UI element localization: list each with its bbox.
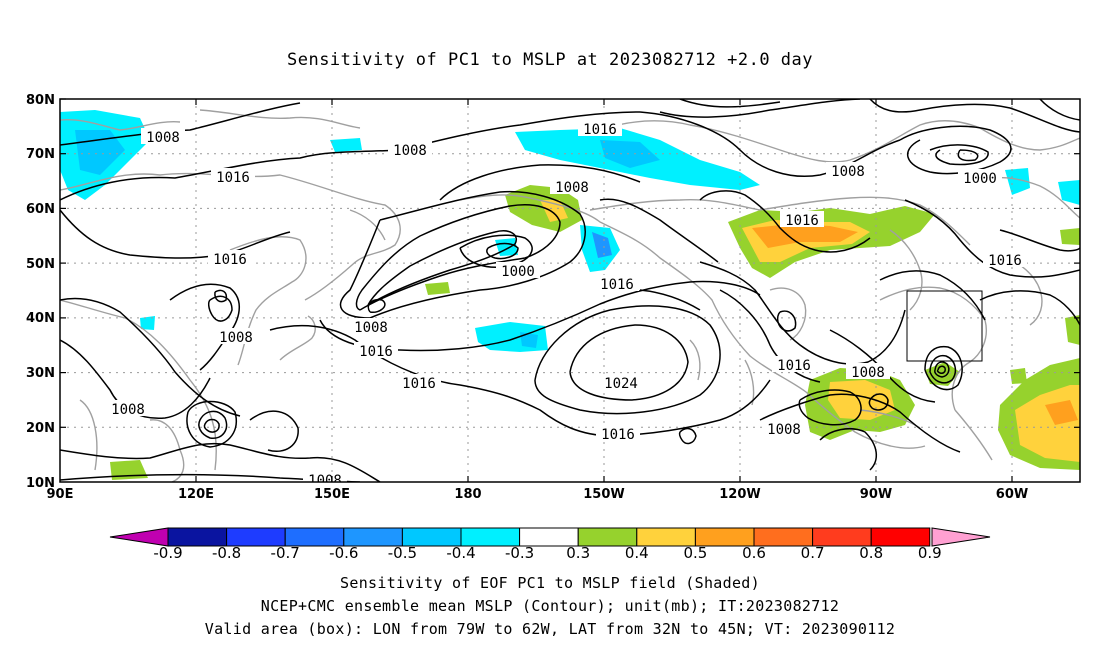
colorbar: -0.9 -0.8 -0.7 -0.6 -0.5 -0.4 -0.3 0.3 0.4 0.5 0.6… bbox=[109, 527, 991, 562]
contour-label: 1008 bbox=[555, 180, 589, 196]
caption-line-2: NCEP+CMC ensemble mean MSLP (Contour); u… bbox=[260, 597, 840, 615]
colorbar-label: -0.8 bbox=[212, 544, 241, 562]
contour-label: 1008 bbox=[111, 402, 145, 418]
valid-area-box bbox=[906, 290, 983, 362]
contour-label: 1016 bbox=[213, 252, 247, 268]
colorbar-label: 0.4 bbox=[625, 544, 649, 562]
colorbar-cells bbox=[167, 527, 931, 547]
lon-label-90e: 90E bbox=[47, 487, 74, 502]
colorbar-label: 0.3 bbox=[566, 544, 590, 562]
contour-label: 1016 bbox=[583, 122, 617, 138]
contour-labels: 1008 1008 1016 1016 1008 1000 1008 1016 … bbox=[106, 120, 1027, 489]
contour-label: 1016 bbox=[359, 344, 393, 360]
lon-label-150e: 150E bbox=[314, 487, 350, 502]
contour-label: 1016 bbox=[216, 170, 250, 186]
coastlines bbox=[60, 109, 1080, 482]
colorbar-label: -0.5 bbox=[388, 544, 417, 562]
lon-label-150w: 150W bbox=[583, 487, 624, 502]
colorbar-label: -0.7 bbox=[271, 544, 300, 562]
lat-label-40n: 40N bbox=[26, 311, 55, 326]
contour-label: 1016 bbox=[777, 358, 811, 374]
caption-line-1: Sensitivity of EOF PC1 to MSLP field (Sh… bbox=[340, 574, 760, 592]
contour-label: 1000 bbox=[963, 171, 997, 187]
contour-label: 1008 bbox=[767, 422, 801, 438]
contour-label: 1008 bbox=[354, 320, 388, 336]
contour-label: 1000 bbox=[501, 264, 535, 280]
contour-label: 1016 bbox=[785, 213, 819, 229]
lon-label-120w: 120W bbox=[719, 487, 760, 502]
contour-label: 1008 bbox=[393, 143, 427, 159]
longitude-labels: 90E 120E 150E 180 150W 120W 90W 60W bbox=[47, 487, 1029, 502]
contour-label: 1008 bbox=[831, 164, 865, 180]
lon-label-180: 180 bbox=[454, 487, 481, 502]
contour-label: 1008 bbox=[308, 473, 342, 489]
sensitivity-map: 1008 1008 1016 1016 1008 1000 1008 1016 … bbox=[26, 93, 1081, 562]
shaded-negative-areas bbox=[60, 110, 1080, 352]
lon-label-90w: 90W bbox=[860, 487, 892, 502]
contour-label: 1008 bbox=[146, 130, 180, 146]
lon-label-120e: 120E bbox=[178, 487, 214, 502]
latitude-labels: 80N 70N 60N 50N 40N 30N 20N 10N bbox=[26, 93, 55, 491]
lat-label-30n: 30N bbox=[26, 366, 55, 381]
colorbar-label: 0.7 bbox=[801, 544, 825, 562]
colorbar-label: -0.6 bbox=[329, 544, 358, 562]
contour-label: 1016 bbox=[600, 277, 634, 293]
lon-label-60w: 60W bbox=[996, 487, 1028, 502]
contour-label: 1008 bbox=[219, 330, 253, 346]
colorbar-high-triangle bbox=[931, 527, 991, 547]
colorbar-label: -0.3 bbox=[505, 544, 534, 562]
chart-title: Sensitivity of PC1 to MSLP at 2023082712… bbox=[286, 50, 813, 70]
shaded-positive-areas bbox=[110, 185, 1080, 480]
mslp-contours bbox=[60, 99, 1080, 482]
contour-label: 1016 bbox=[988, 253, 1022, 269]
lat-label-70n: 70N bbox=[26, 147, 55, 162]
colorbar-cell bbox=[870, 527, 931, 547]
lat-label-60n: 60N bbox=[26, 202, 55, 217]
contour-label: 1024 bbox=[604, 376, 638, 392]
colorbar-labels: -0.9 -0.8 -0.7 -0.6 -0.5 -0.4 -0.3 0.3 0.4 0.5 0.6… bbox=[153, 544, 941, 562]
colorbar-label: -0.9 bbox=[153, 544, 182, 562]
lat-label-80n: 80N bbox=[26, 93, 55, 108]
lat-label-20n: 20N bbox=[26, 421, 55, 436]
contour-label: 1016 bbox=[402, 376, 436, 392]
lat-label-50n: 50N bbox=[26, 257, 55, 272]
lat-label-10n: 10N bbox=[26, 476, 55, 491]
contour-label: 1008 bbox=[851, 365, 885, 381]
caption-line-3: Valid area (box): LON from 79W to 62W, L… bbox=[204, 620, 896, 638]
tick-marks bbox=[60, 98, 1080, 482]
colorbar-label: 0.8 bbox=[859, 544, 883, 562]
contour-label: 1016 bbox=[601, 427, 635, 443]
colorbar-label: -0.4 bbox=[446, 544, 475, 562]
colorbar-label: 0.9 bbox=[918, 544, 942, 562]
colorbar-label: 0.5 bbox=[683, 544, 707, 562]
colorbar-label: 0.6 bbox=[742, 544, 766, 562]
plot-frame bbox=[59, 98, 1081, 483]
